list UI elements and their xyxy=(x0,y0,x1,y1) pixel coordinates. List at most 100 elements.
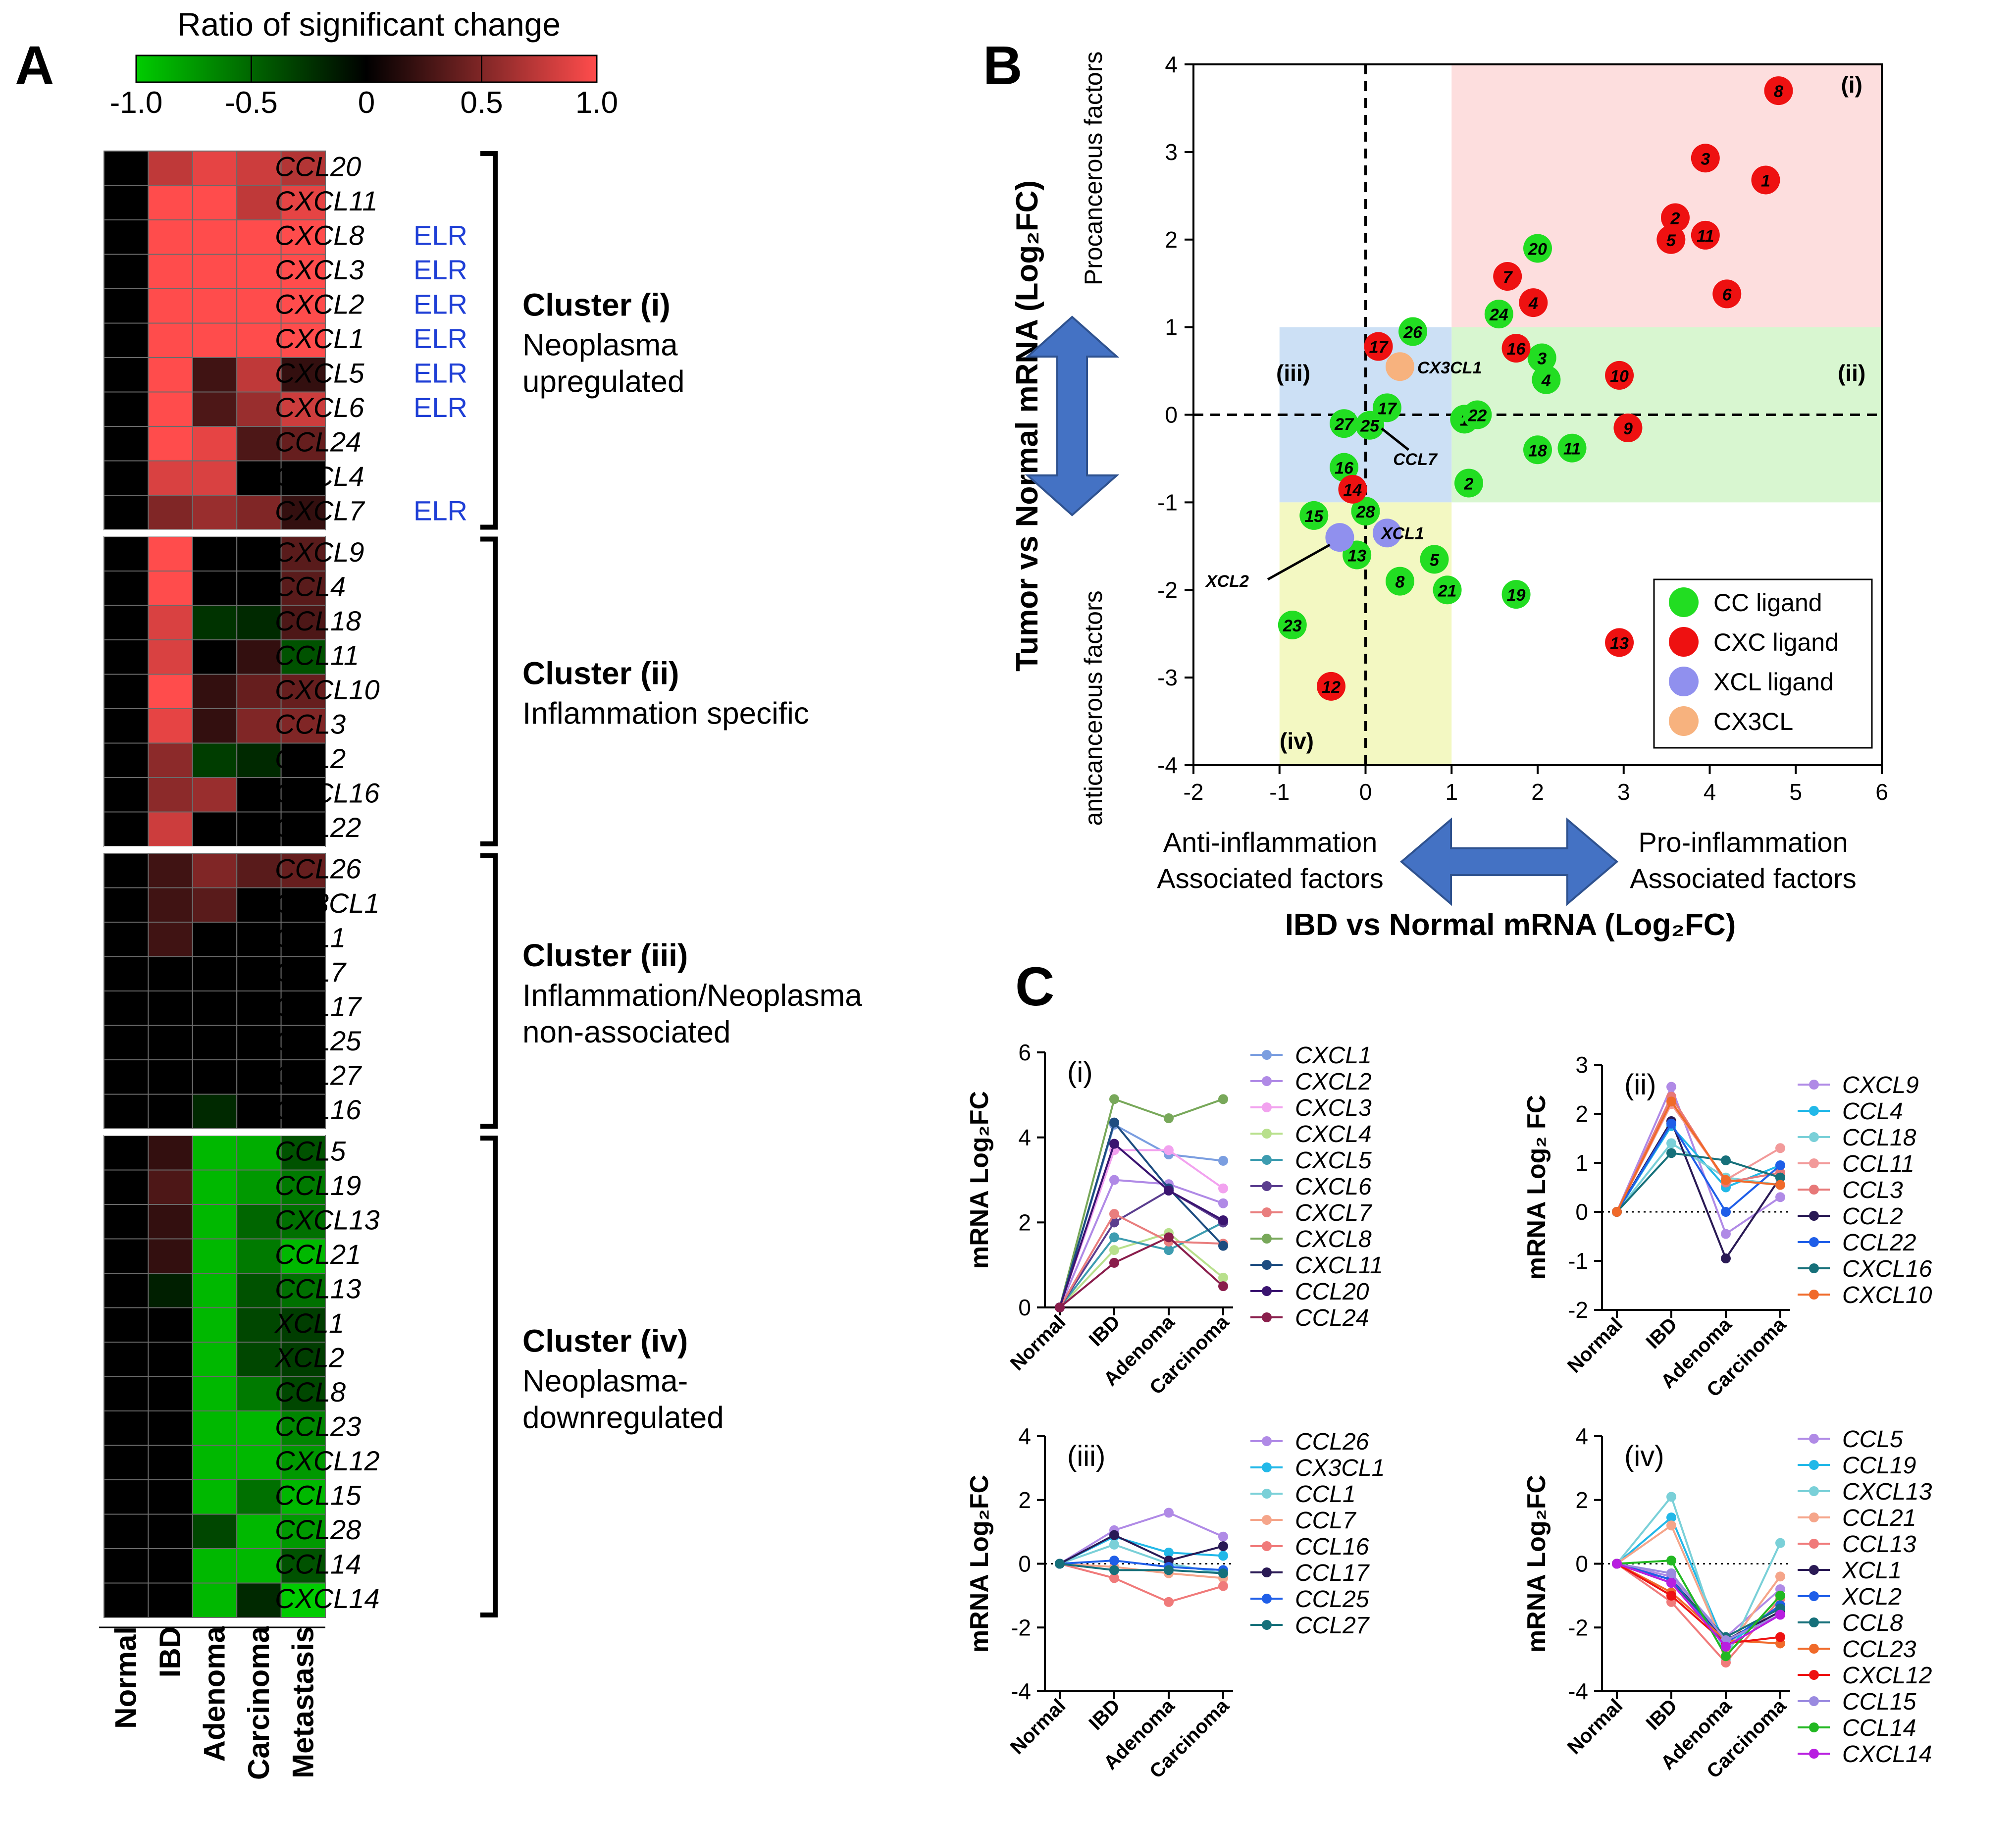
line-series xyxy=(1059,1179,1224,1308)
line-series-point xyxy=(1612,1207,1622,1217)
heatmap-cell xyxy=(103,605,149,640)
line-legend-label: CXCL16 xyxy=(1842,1256,1932,1282)
heatmap-cell xyxy=(148,742,193,778)
heatmap-cell xyxy=(280,811,326,847)
heatmap-cell xyxy=(103,887,149,923)
line-series-point xyxy=(1218,1568,1228,1578)
heatmap-cell xyxy=(236,1307,282,1343)
line-legend-label: CCL25 xyxy=(1295,1586,1369,1613)
scatter-point xyxy=(1330,409,1359,438)
heatmap-cell xyxy=(192,887,238,923)
scatter-point-label: 13 xyxy=(1347,547,1366,566)
heatmap-cell xyxy=(103,1169,149,1205)
heatmap-cell xyxy=(280,1204,326,1240)
heatmap-cell xyxy=(148,956,193,991)
line-chart-y-tick-label: -1 xyxy=(1568,1248,1588,1274)
heatmap-cell xyxy=(103,1025,149,1060)
line-legend-label: CXCL13 xyxy=(1842,1479,1932,1505)
scatter-point xyxy=(1433,575,1462,605)
cluster-bracket xyxy=(480,853,498,1129)
line-legend-label: CCL23 xyxy=(1842,1636,1916,1663)
heatmap-cell xyxy=(192,1513,238,1549)
line-legend-marker xyxy=(1262,1620,1272,1630)
heatmap-cell xyxy=(236,742,282,778)
heatmap-cell xyxy=(148,1445,193,1480)
cluster-title: Cluster (ii) xyxy=(522,655,679,691)
heatmap-cell xyxy=(192,1238,238,1274)
scatter-point-label: 26 xyxy=(1403,323,1423,342)
scatter-x-tick-label: -1 xyxy=(1269,779,1290,805)
cluster-description: Neoplasma xyxy=(522,328,678,362)
line-series-point xyxy=(1164,1245,1174,1255)
line-series-point xyxy=(1109,1209,1119,1219)
elr-label: ELR xyxy=(414,254,467,285)
cluster-description: downregulated xyxy=(522,1401,724,1435)
scatter-point xyxy=(1523,234,1552,263)
scatter-point-label: 11 xyxy=(1563,440,1581,459)
heatmap-cell xyxy=(280,887,326,923)
heatmap-cell xyxy=(236,1342,282,1377)
scatter-point xyxy=(1656,225,1686,254)
line-series-point xyxy=(1164,1113,1174,1124)
line-legend-label: XCL2 xyxy=(1842,1584,1902,1610)
heatmap-cell xyxy=(148,1238,193,1274)
panel-c-letter: C xyxy=(1015,956,1054,1017)
heatmap-cell xyxy=(192,254,238,289)
vertical-double-arrow xyxy=(1025,315,1120,517)
line-chart-y-tick-label: 2 xyxy=(1575,1487,1588,1513)
line-legend-marker xyxy=(1809,1670,1819,1680)
line-series-point xyxy=(1218,1215,1228,1226)
heatmap-cell xyxy=(148,1410,193,1446)
heatmap-cell xyxy=(148,219,193,255)
heatmap-cell xyxy=(148,571,193,606)
line-series-point xyxy=(1666,1148,1676,1158)
line-chart-y-tick-label: 2 xyxy=(1018,1209,1031,1235)
line-legend-marker xyxy=(1262,1155,1272,1165)
panel-b: B (i)(ii)(iii)(iv) -2 -1 0 1 2 3 4 5 6-4-3-2-101… xyxy=(983,35,1888,942)
heatmap-row-label: CCL14 xyxy=(275,1549,361,1580)
scatter-point xyxy=(1501,580,1531,609)
line-series-point xyxy=(1164,1547,1174,1558)
heatmap-cell xyxy=(148,1204,193,1240)
line-series xyxy=(1616,1562,1781,1648)
scatter-x-tick-label: 6 xyxy=(1875,779,1888,805)
heatmap-cell xyxy=(280,742,326,778)
heatmap-row-label: CCL13 xyxy=(275,1273,361,1304)
ccl7-leader xyxy=(1381,427,1409,451)
scatter-point xyxy=(1557,433,1587,463)
scatter-point xyxy=(1299,501,1329,530)
line-chart-title: (i) xyxy=(1067,1056,1093,1089)
heatmap-cell xyxy=(280,322,326,358)
scatter-point xyxy=(1493,262,1522,291)
heatmap-cell xyxy=(236,708,282,744)
line-legend-label: CXCL10 xyxy=(1842,1282,1932,1308)
line-series-point xyxy=(1164,1145,1174,1155)
scatter-point xyxy=(1691,220,1720,250)
line-legend-label: CCL22 xyxy=(1842,1230,1916,1256)
line-series-point xyxy=(1775,1571,1785,1582)
heatmap-cell xyxy=(280,639,326,675)
heatmap-cell xyxy=(236,288,282,324)
line-series-point xyxy=(1109,1232,1119,1243)
heatmap-cell xyxy=(236,185,282,220)
scatter-point-label: 6 xyxy=(1722,285,1732,304)
heatmap-cell xyxy=(192,1548,238,1584)
heatmap-cell xyxy=(192,1342,238,1377)
heatmap-row-label: CCL16 xyxy=(275,1094,362,1125)
line-series xyxy=(1616,1142,1781,1213)
scatter-point xyxy=(1325,523,1354,552)
heatmap-cell xyxy=(148,674,193,709)
heatmap-cell xyxy=(148,990,193,1026)
scatter-point-label: 27 xyxy=(1334,415,1354,434)
heatmap-cell xyxy=(148,185,193,220)
scatter-point-label: 9 xyxy=(1623,419,1633,438)
line-legend-label: CXCL14 xyxy=(1842,1741,1932,1768)
heatmap-row-label: CCL8 xyxy=(275,1376,346,1407)
heatmap-cell xyxy=(280,185,326,220)
line-legend-label: CXCL4 xyxy=(1295,1121,1372,1147)
line-series-point xyxy=(1666,1556,1676,1566)
heatmap-cell xyxy=(103,185,149,220)
line-legend-label: CXCL2 xyxy=(1295,1069,1372,1095)
line-legend-marker xyxy=(1262,1260,1272,1270)
